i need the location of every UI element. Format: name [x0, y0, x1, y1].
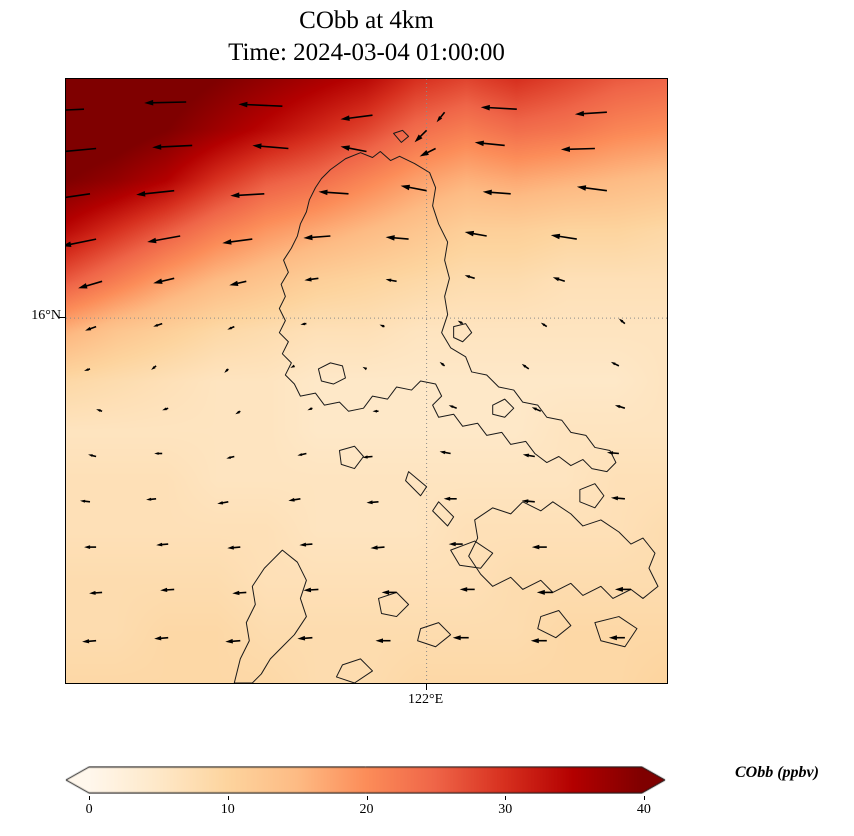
- coastline-path: [234, 550, 306, 683]
- colorbar-tick-mark: [227, 796, 229, 800]
- colorbar-gradient: [65, 766, 666, 794]
- colorbar-tick-label: 0: [85, 802, 93, 817]
- x-axis-tick-label: 122°E: [408, 692, 444, 707]
- colorbar-tick-mark: [366, 796, 368, 800]
- colorbar-tick-label: 30: [498, 802, 513, 817]
- coastline-path: [469, 502, 658, 599]
- y-axis-tick-mark: [59, 317, 65, 319]
- colorbar-label: CObb (ppbv): [735, 764, 819, 781]
- coastline-path: [454, 324, 472, 342]
- colorbar-tick-mark: [505, 796, 507, 800]
- colorbar-tick-mark: [643, 796, 645, 800]
- colorbar-tick-label: 20: [359, 802, 374, 817]
- plot-title: CObb at 4km: [299, 7, 434, 34]
- x-axis-tick-mark: [425, 684, 427, 690]
- colorbar-tick-mark: [89, 796, 91, 800]
- coastline-path: [279, 151, 616, 471]
- map-overlay: [66, 79, 667, 683]
- coastline-path: [433, 502, 454, 526]
- colorbar-tick-label: 40: [636, 802, 651, 817]
- y-axis-tick-label: 16°N: [31, 308, 61, 324]
- coastlines: [234, 130, 658, 683]
- map-plot-area: [65, 78, 668, 684]
- colorbar-tick-label: 10: [220, 802, 235, 817]
- coastline-path: [336, 130, 637, 683]
- coastline-path: [406, 472, 427, 496]
- coastline-path: [580, 484, 604, 508]
- concentration-heatmap: [66, 79, 667, 683]
- wind-quiver-arrows: [66, 99, 631, 644]
- coastline-path: [318, 363, 345, 384]
- coastline-path: [339, 446, 363, 468]
- plot-subtitle-time: Time: 2024-03-04 01:00:00: [228, 39, 505, 66]
- colorbar: 0 10 20 30 40: [65, 766, 668, 822]
- coastline-path: [451, 541, 493, 568]
